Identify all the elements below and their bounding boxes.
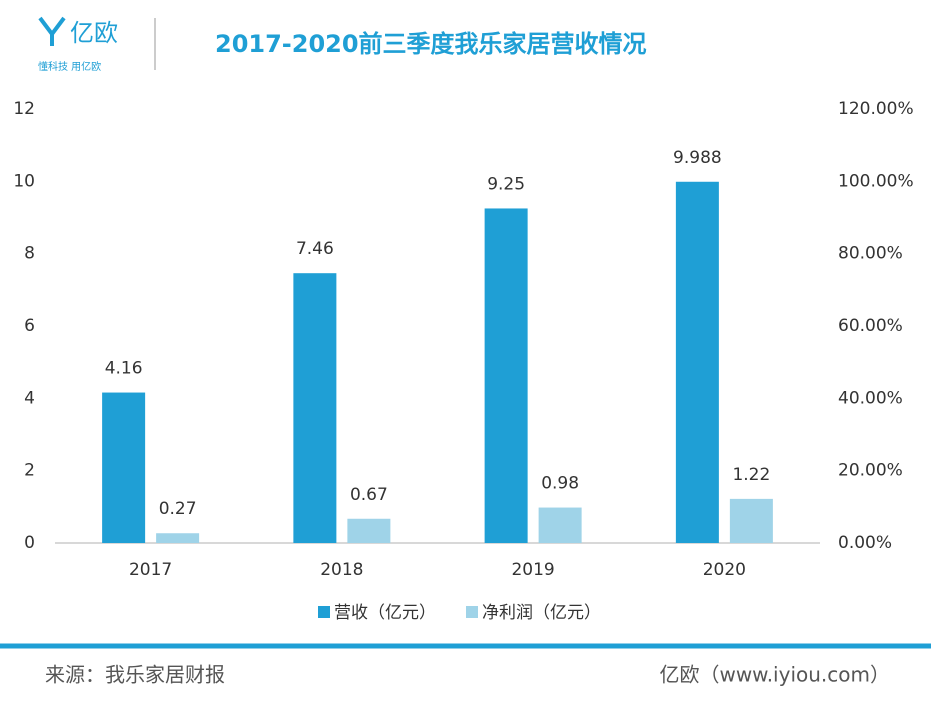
value-label: 0.27	[159, 499, 197, 519]
x-tick-label: 2020	[703, 560, 746, 580]
legend-label: 营收（亿元）	[334, 603, 436, 623]
y-tick-label: 8	[24, 244, 35, 264]
bar	[293, 273, 336, 543]
x-tick-label: 2019	[511, 560, 554, 580]
legend-swatch	[318, 606, 330, 618]
legend-swatch	[466, 606, 478, 618]
y-tick-label: 10	[13, 171, 35, 191]
y2-tick-label: 0.00%	[838, 533, 892, 553]
logo-tagline: 懂科技 用亿欧	[38, 60, 101, 73]
bar	[730, 499, 773, 543]
value-label: 7.46	[296, 239, 334, 259]
value-label: 9.25	[487, 174, 525, 194]
bar	[102, 393, 145, 543]
footer-source: 来源：我乐家居财报	[45, 663, 225, 687]
y2-tick-label: 80.00%	[838, 244, 903, 264]
legend-label: 净利润（亿元）	[482, 603, 601, 623]
value-label: 0.98	[541, 474, 579, 494]
bar	[156, 533, 199, 543]
value-label: 4.16	[105, 359, 143, 379]
bar	[539, 508, 582, 543]
y-tick-label: 0	[24, 533, 35, 553]
footer-credit: 亿欧（www.iyiou.com）	[659, 663, 890, 687]
logo-name: 亿欧	[70, 19, 118, 47]
y2-tick-label: 120.00%	[838, 99, 914, 119]
chart-title: 2017-2020前三季度我乐家居营收情况	[215, 30, 647, 58]
x-tick-label: 2018	[320, 560, 363, 580]
value-label: 1.22	[732, 465, 770, 485]
x-tick-label: 2017	[129, 560, 172, 580]
y2-tick-label: 40.00%	[838, 388, 903, 408]
bar	[347, 519, 390, 543]
y-tick-label: 6	[24, 316, 35, 336]
value-label: 9.988	[673, 148, 722, 168]
value-label: 0.67	[350, 485, 388, 505]
page: 亿欧 懂科技 用亿欧 2017-2020前三季度我乐家居营收情况 来源：我乐家居…	[0, 0, 931, 724]
y2-tick-label: 20.00%	[838, 461, 903, 481]
y2-tick-label: 100.00%	[838, 171, 914, 191]
y-tick-label: 12	[13, 99, 35, 119]
y-tick-label: 2	[24, 461, 35, 481]
y2-tick-label: 60.00%	[838, 316, 903, 336]
y-tick-label: 4	[24, 388, 35, 408]
bar	[485, 208, 528, 543]
bar	[676, 182, 719, 543]
